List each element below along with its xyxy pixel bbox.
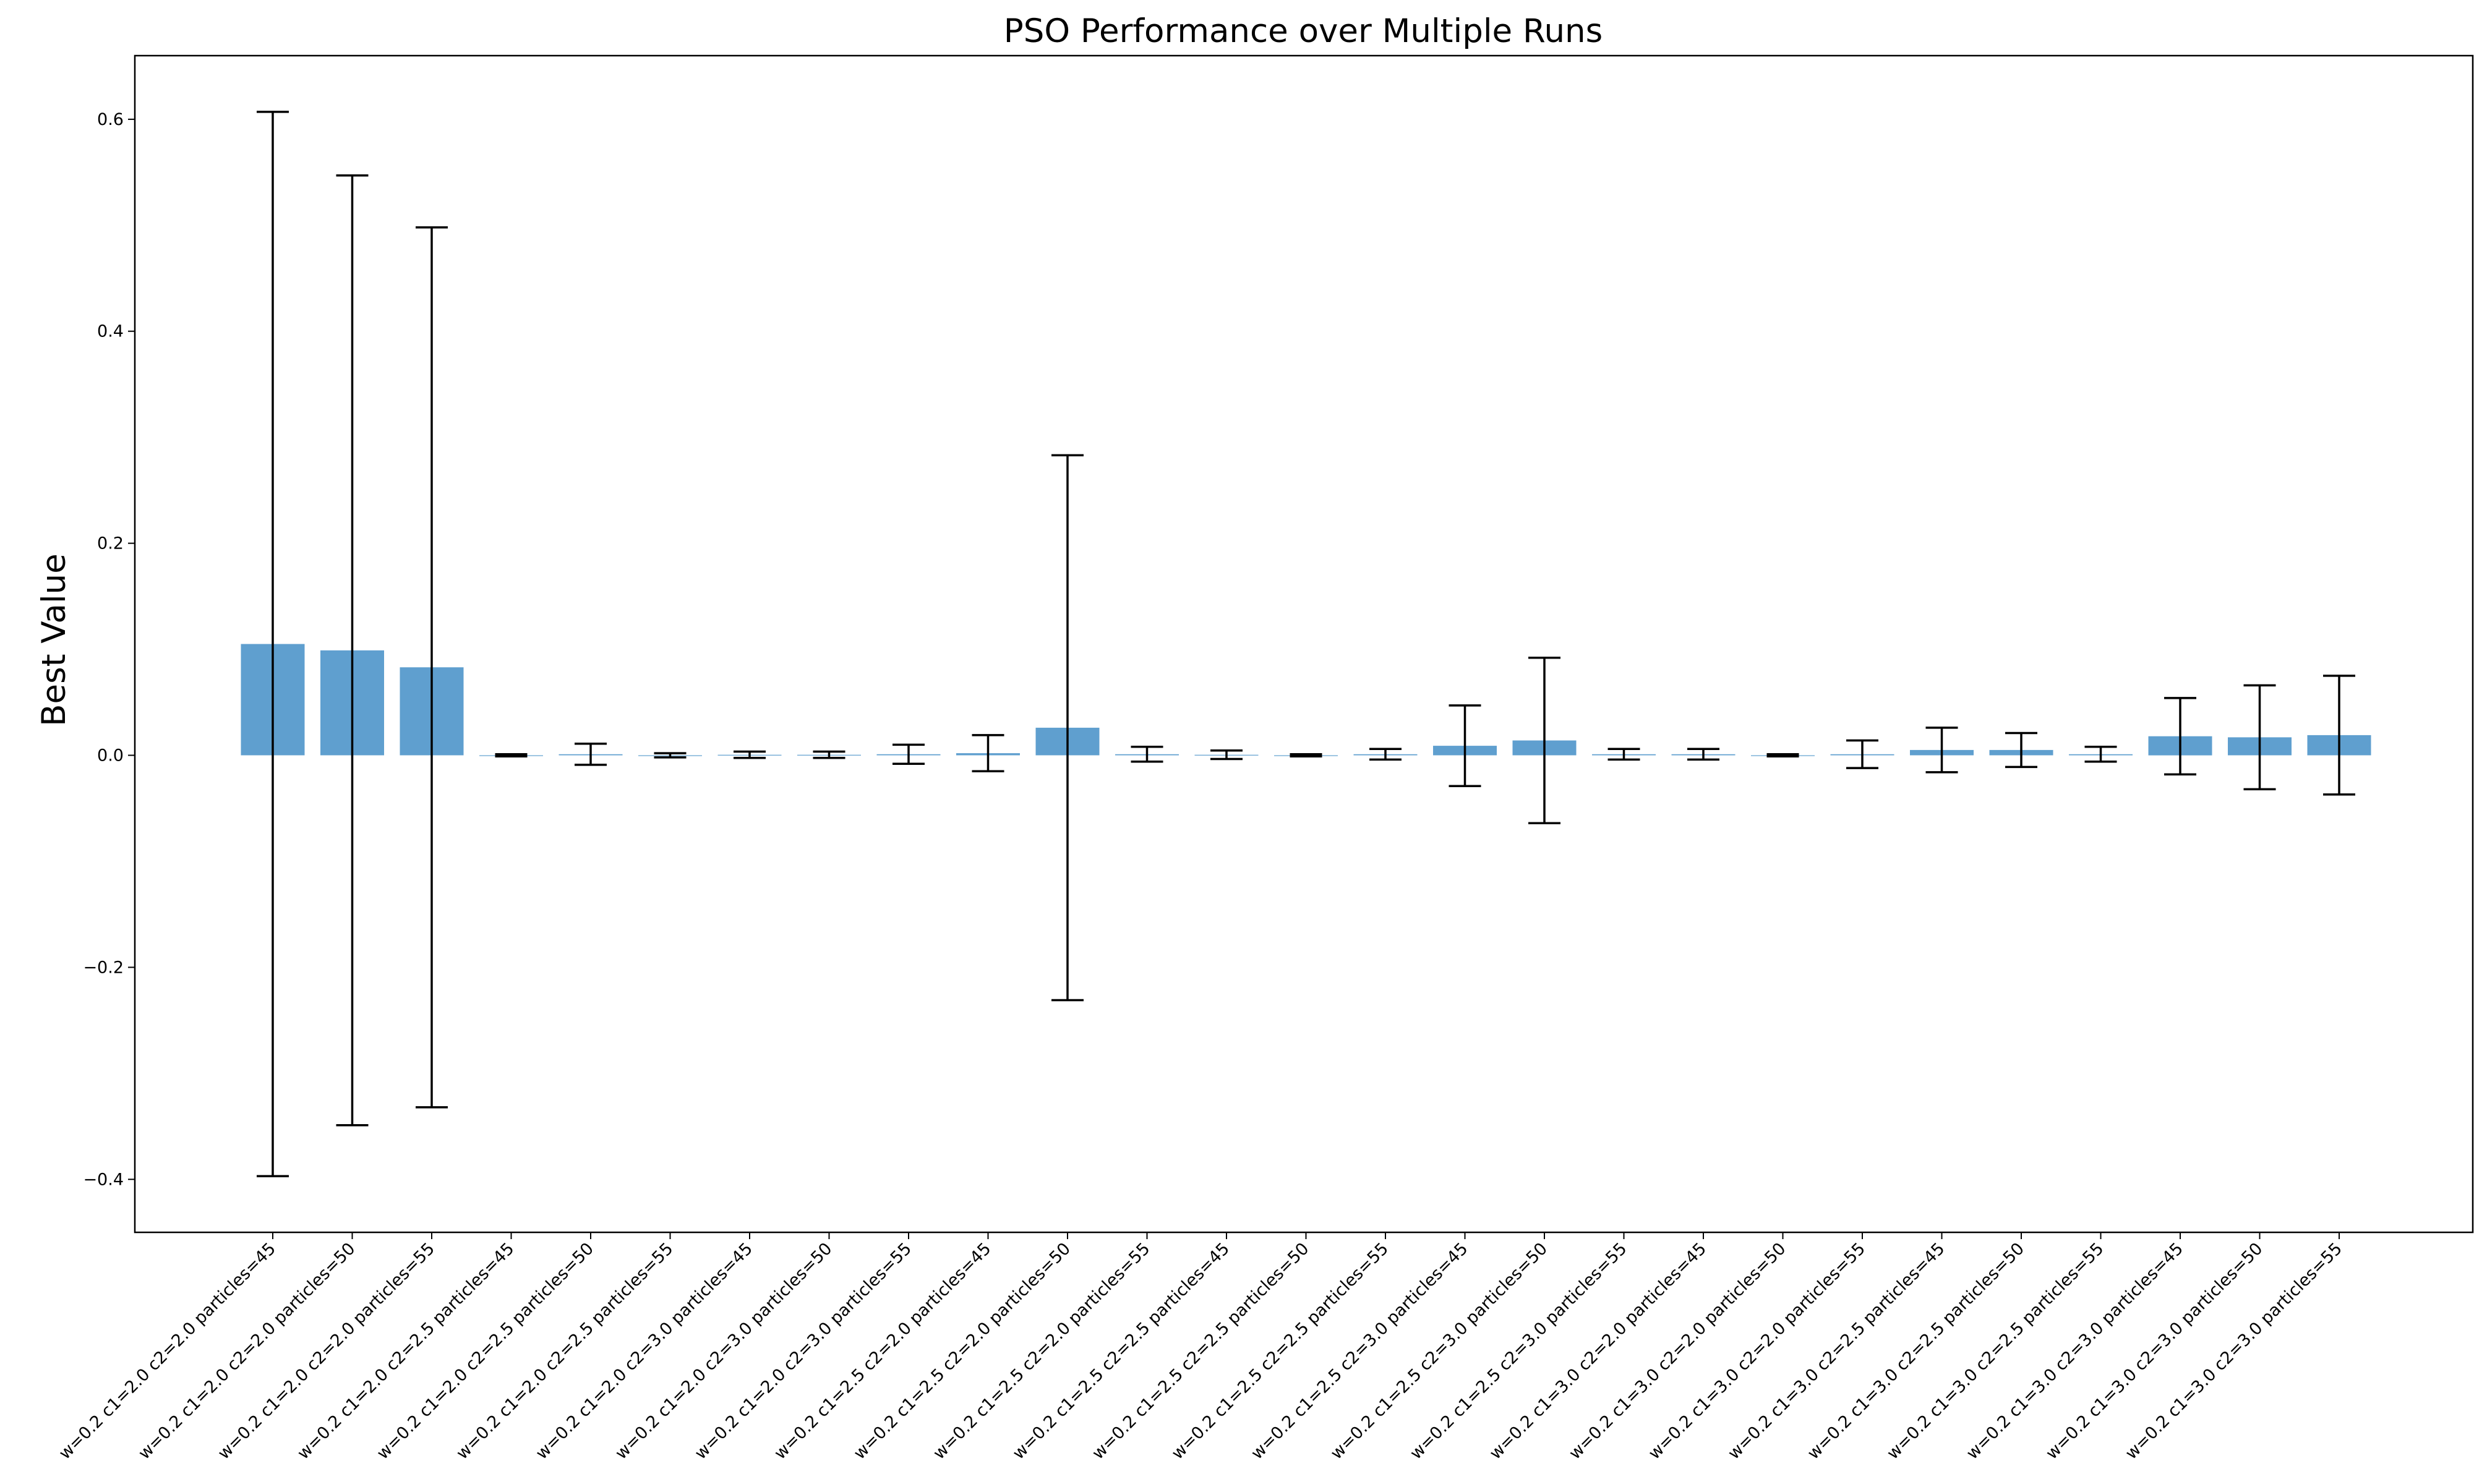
- y-tick-label: −0.4: [83, 1170, 124, 1189]
- error-bars-layer: [257, 111, 2355, 1177]
- y-tick-label: 0.4: [97, 322, 124, 341]
- y-axis-label: Best Value: [35, 553, 73, 727]
- y-tick-label: 0.6: [97, 110, 124, 129]
- y-tick-label: 0.0: [97, 746, 124, 765]
- chart-title: PSO Performance over Multiple Runs: [1004, 12, 1603, 50]
- plot-frame: [134, 54, 2474, 1234]
- y-tick-label: 0.2: [97, 534, 124, 553]
- x-axis: w=0.2 c1=2.0 c2=2.0 particles=45w=0.2 c1…: [56, 1232, 2346, 1463]
- bars-layer: [241, 644, 2371, 756]
- y-axis: −0.4 −0.2 0.0 0.2 0.4 0.6: [83, 110, 135, 1189]
- y-tick-label: −0.2: [83, 958, 124, 977]
